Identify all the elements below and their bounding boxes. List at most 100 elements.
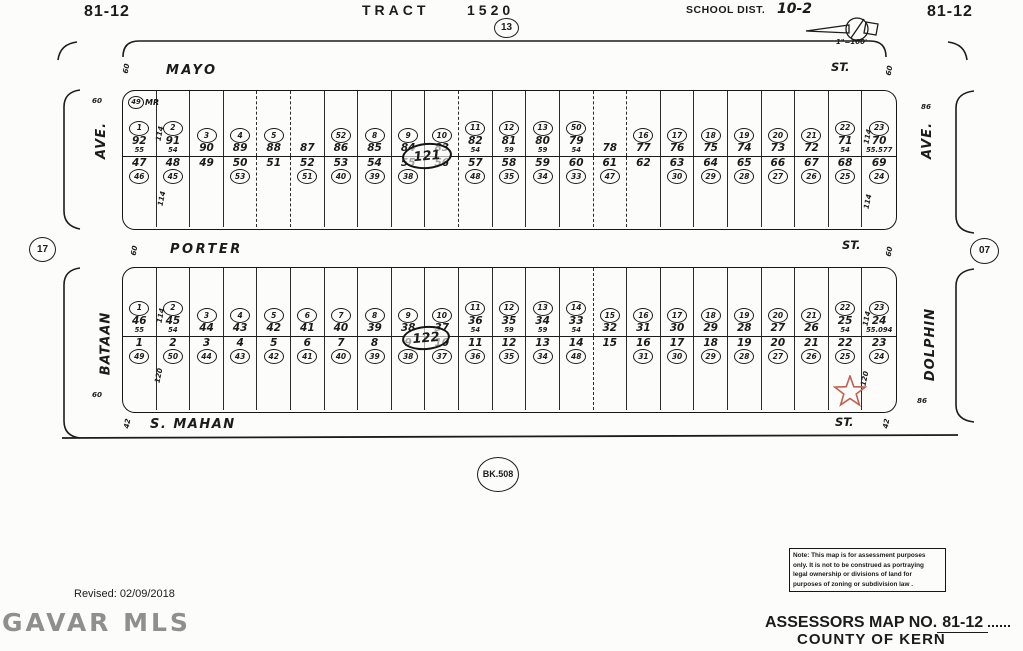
lot-number: 59 [535,157,550,169]
apn-circle: 28 [734,169,755,185]
school-district-label: SCHOOL DIST. [686,4,766,16]
apn-circle: 38 [398,349,419,365]
parcel-121-south-13: 59 34 [526,157,560,227]
parcel-121-south-17: 63 30 [661,157,695,227]
lot-number: 27 [770,321,786,334]
lot-number: 79 [568,134,584,147]
corner-note-apn-circle: 49 [128,96,144,109]
lot-number: 32 [602,321,618,334]
apn-circle: 9 [398,127,419,143]
apn-circle: 30 [667,349,688,365]
apn-circle: 11 [465,120,486,136]
lot-number: 53 [333,157,349,169]
parcel-121-north-19: 19 74 [728,91,762,156]
highlight-star-icon [833,375,867,409]
lot-number: 46 [131,314,147,327]
apn-circle: 47 [599,169,620,185]
apn-circle: 16 [633,307,654,323]
assessors-map-number: ASSESSORS MAP NO. 81-12 [765,611,1011,633]
parcel-122-south-1: 1 49 [123,337,157,410]
lot-dimension: 55.094 [866,325,893,334]
lot-number: 35 [501,314,517,327]
lot-number: 45 [165,314,181,327]
lot-number: 12 [501,337,517,349]
lot-number: 69 [871,157,887,169]
apn-circle: 50 [162,349,183,365]
apn-circle: 7 [330,307,351,323]
parcel-121-north-22: 22 71 54 [829,91,863,156]
parcel-122-south-6: 6 41 [291,337,325,410]
block-122-south-row: 1492503444435426417408399381037113612351… [123,337,896,410]
parcel-122-south-13: 13 34 [526,337,560,410]
apn-circle: 43 [230,349,251,365]
scale-label: 1"=100' [836,38,868,46]
parcel-122-north-6: 6 41 [291,268,325,336]
apn-circle: 22 [835,120,856,136]
lot-number: 58 [501,157,517,169]
parcel-121-north-6: 87 [291,91,325,156]
lot-number: 31 [636,321,651,334]
street-type-porter: ST. [842,238,861,252]
block-121-north-row: 1925529154390489588875286885984108311825… [123,91,896,157]
sheet-index-circle: 13 [494,18,519,38]
lot-number: 20 [770,337,786,349]
parcel-121-south-21: 67 26 [795,157,829,227]
apn-circle: 30 [667,169,688,185]
lot-number: 24 [871,314,887,327]
lot-number: 71 [837,134,853,147]
lot-number: 65 [736,157,752,169]
apn-circle: 29 [700,349,721,365]
parcel-121-north-17: 17 76 [661,91,695,156]
street-label-mahan: S. MAHAN [150,417,236,432]
lot-number: 41 [300,321,315,334]
apn-circle: 48 [465,169,486,185]
apn-circle: 26 [801,349,822,365]
lot-number: 68 [837,157,853,169]
parcel-122-north-5: 5 42 [257,268,292,336]
lot-number: 86 [333,141,349,154]
lot-number: 81 [501,134,517,147]
parcel-121-south-12: 58 35 [493,157,527,227]
lot-number: 13 [535,337,550,349]
street-label-mayo: MAYO [166,63,218,78]
map-no-underline-tail [988,611,1011,627]
apn-circle: 3 [196,307,217,323]
apn-circle: 24 [869,169,890,185]
parcel-122-south-19: 19 28 [728,337,762,410]
ave-left-dim-bottom: 60 [92,390,103,399]
lot-number: 33 [568,314,584,327]
lot-number: 51 [266,157,282,169]
lot-number: 39 [367,321,382,334]
lot-number: 63 [669,157,685,169]
apn-circle: 35 [498,169,519,185]
parcel-121-south-3: 49 [190,157,224,227]
lot-number: 57 [468,157,483,169]
apn-circle: 38 [398,169,419,185]
lot-number: 8 [370,337,379,349]
apn-circle: 17 [667,307,688,323]
parcel-121-north-7: 52 86 [325,91,359,156]
lot-dimension: 55 [134,145,145,154]
parcel-122-north-21: 21 26 [795,268,829,336]
parcel-121-north-21: 21 72 [795,91,829,156]
lot-number: 42 [266,321,282,334]
parcel-122-north-4: 4 43 [224,268,258,336]
apn-circle: 16 [633,127,654,143]
lot-dimension: 59 [504,325,514,334]
parcel-122-north-12: 12 35 59 [493,268,527,336]
lot-number: 26 [804,321,819,334]
parcel-122-north-22: 22 25 54 [829,268,863,336]
lot-number: 74 [736,141,752,154]
mayo-width-right: 60 [883,64,895,77]
block-122: 1465524554344443542641740839938103711365… [122,267,897,413]
parcel-121-north-23: 23 70 55.577 [862,91,896,156]
parcel-121-north-20: 20 73 [762,91,796,156]
parcel-121-north-2: 2 91 54 [157,91,191,156]
apn-circle: 39 [364,349,385,365]
lot-number: 66 [770,157,786,169]
parcel-122-north-17: 17 30 [661,268,695,336]
ave-right-dim-top: 86 [921,102,932,111]
apn-circle: 21 [801,127,822,143]
lot-number: 19 [736,337,752,349]
